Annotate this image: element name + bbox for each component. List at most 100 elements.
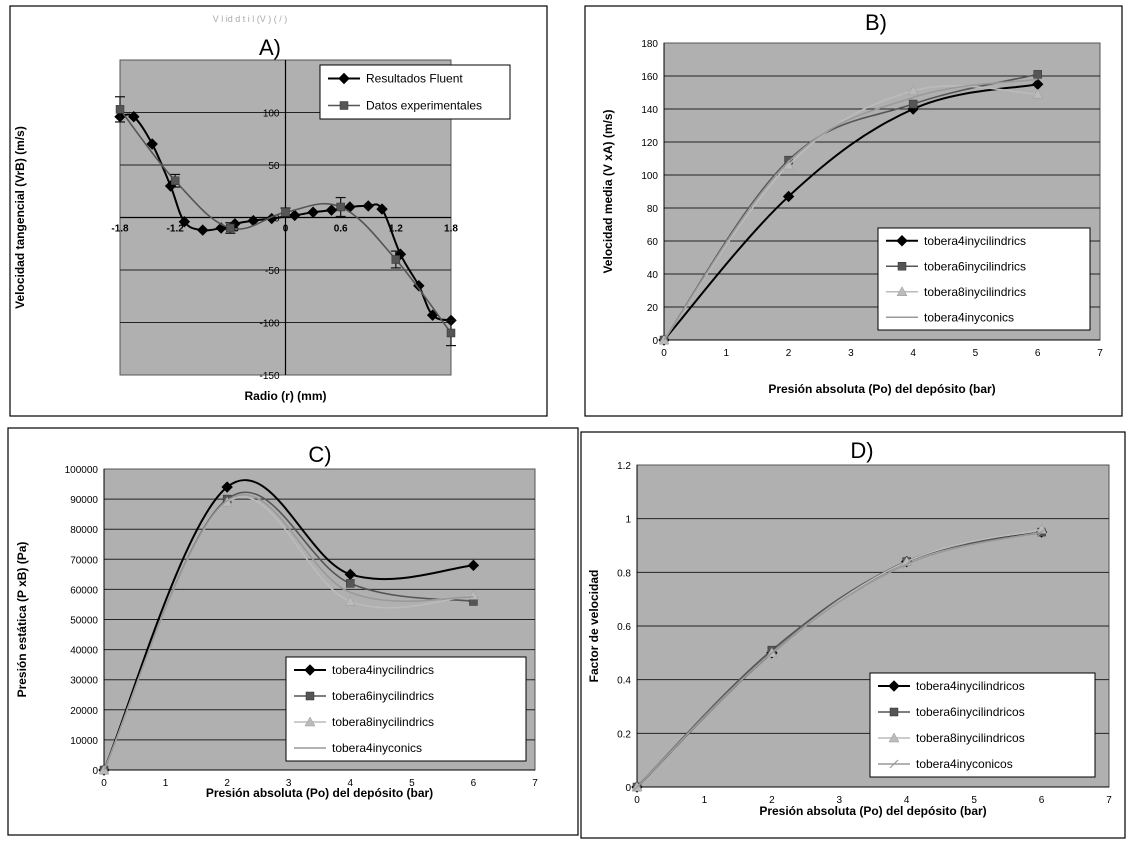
panel-a-x-tick-label: 0 [283,224,289,235]
panel-b-legend-item: tobera4inycilindrics [886,234,1026,248]
panel-d-x-tick-label: 0 [634,795,640,806]
panel-a-data-point [362,200,374,212]
panel-a-data-point [391,255,401,264]
panel-b-y-tick-label: 20 [647,303,659,314]
panel-b-legend-box [877,227,1091,331]
panel-d-chart: 0 0.2 0.4 0.6 0.8 1 1.2 0 1 2 3 4 5 6 7 D) Presión absol… [580,431,1126,839]
panel-a-y-tick-label: 100 [263,109,280,120]
panel-c-data-point [467,559,480,572]
panel-b-y-tick-label: 60 [647,237,659,248]
panel-c-y-tick-label: 30000 [70,676,98,687]
panel-b-data-point [907,85,919,96]
panel-a-data-point [115,105,125,114]
panel-d-data-point [1037,527,1046,537]
panel-b-x-tick-label: 4 [910,348,916,359]
panel-a-data-point [281,208,290,217]
panel-b-data-point [782,190,795,203]
panel-c-x-tick-label: 0 [101,778,107,789]
panel-a-data-point [288,209,301,222]
panel-a-y-tick-label: 50 [268,161,280,172]
panel-c-series-line [103,493,474,771]
panel-d-x-tick-label: 6 [1039,795,1045,806]
panel-a-x-tick-label: 0.6 [334,224,348,235]
panel-b-title: B) [865,10,887,35]
panel-b-y-tick-label: 80 [647,204,659,215]
panel-d-legend-item: tobera4inycilindricos [878,679,1025,693]
panel-c-y-tick-label: 60000 [70,585,98,596]
panel-c-y-axis-label: Presión estática (P xB) (Pa) [15,542,29,698]
panel-d-legend-item: tobera6inycilindricos [878,705,1025,719]
panel-d-legend-item: tobera8inycilindricos [878,731,1025,745]
panel-a-faint-header: V l id d t i l (V ) ( / ) [213,14,288,24]
panel-d-x-tick-label: 3 [837,795,843,806]
panel-a-data-point [128,110,140,123]
panel-b-legend-label: tobera4inyconics [924,310,1014,324]
panel-d-data-point [632,782,642,792]
panel-b-x-axis-label: Presión absoluta (Po) del depósito (bar) [768,382,995,396]
panel-a-x-tick-label: -1.2 [167,224,185,235]
panel-d-legend-label: tobera4inyconicos [916,757,1013,771]
panel-b-y-tick-label: 120 [641,138,658,149]
panel-d-data-point [902,559,912,569]
panel-a-legend-label: Resultados Fluent [366,72,463,86]
panel-a-legend-box [319,64,511,120]
panel-d-y-tick-label: 0.6 [617,622,631,633]
panel-d-y-tick-label: 0.2 [617,729,631,740]
panel-c-chart: 0 10000 20000 30000 40000 50000 60000 70000 8000… [7,427,579,836]
panel-b-x-tick-label: 7 [1097,348,1103,359]
panel-d-x-axis-label: Presión absoluta (Po) del depósito (bar) [759,804,986,818]
panel-d-y-axis-label: Factor de velocidad [587,570,601,683]
panel-b-x-tick-label: 2 [786,348,792,359]
panel-d-x-tick-label: 2 [769,795,775,806]
panel-d-y-tick-label: 1 [625,515,631,526]
panel-a-legend-marker [338,72,350,85]
panel-a-title: A) [259,35,281,60]
panel-b-data-point [1032,88,1044,99]
panel-d-legend-box [869,672,1096,778]
panel-c-data-point [221,481,233,493]
panel-b-series-line [663,83,1038,341]
panel-b-legend-item: tobera6inycilindrics [886,259,1026,273]
panel-b-y-tick-label: 140 [641,105,658,116]
panel-b-x-tick-label: 5 [973,348,979,359]
panel-d-y-tick-label: 0 [625,783,631,794]
panel-d-series-4 [632,527,1046,792]
panel-d-y-tick-label: 0.8 [617,568,631,579]
panel-d-legend: tobera4inycilindricos tobera6inycilindric… [869,672,1096,778]
panel-d-legend-label: tobera4inycilindricos [916,679,1025,693]
panel-b-x-tick-label: 6 [1035,348,1041,359]
panel-d-legend-marker [888,680,900,692]
panel-a-legend-item: Datos experimentales [328,99,482,113]
panel-a-data-point [426,309,439,321]
panel-b-x-tick-label: 1 [724,348,730,359]
panel-a-y-tick-label: -100 [259,319,279,330]
panel-c-y-tick-label: 40000 [70,646,98,657]
panel-c-y-tick-label: 70000 [70,555,98,566]
panel-b-legend-label: tobera4inycilindrics [924,234,1026,248]
panel-b-legend: tobera4inycilindrics tobera6inycilindrics… [877,227,1091,331]
panel-b-legend-marker [897,262,907,271]
panel-a-legend-marker [339,101,349,110]
panel-d-title: D) [850,438,873,463]
panel-a-x-tick-label: 1.8 [444,224,458,235]
panel-a-y-tick-label: -50 [265,266,280,277]
panel-b-series-line [663,85,1038,341]
panel-d-legend-label: tobera8inycilindricos [916,731,1025,745]
panel-a-data-point [336,202,345,212]
panel-b-series-line [663,78,1038,341]
panel-c-x-tick-label: 5 [409,778,415,789]
panel-a-x-tick-label: -1.8 [111,224,129,235]
panel-c-legend-label: tobera6inycilindrics [332,689,434,703]
panel-a-data-point [307,206,319,218]
panel-a-legend-label: Datos experimentales [366,99,482,113]
panel-b-x-tick-label: 0 [661,348,667,359]
panel-a-x-tick-label: 1.2 [389,224,403,235]
panel-c-legend-label: tobera8inycilindrics [332,715,434,729]
panel-c-data-point [344,595,356,606]
panel-d-x-tick-label: 4 [904,795,910,806]
panel-b-y-axis-label: Velocidad media (V xA) (m/s) [601,109,615,273]
panel-a-legend-item: Resultados Fluent [328,72,463,86]
panel-c-x-tick-label: 1 [163,778,169,789]
panel-b-legend-item: tobera8inycilindrics [886,285,1026,299]
